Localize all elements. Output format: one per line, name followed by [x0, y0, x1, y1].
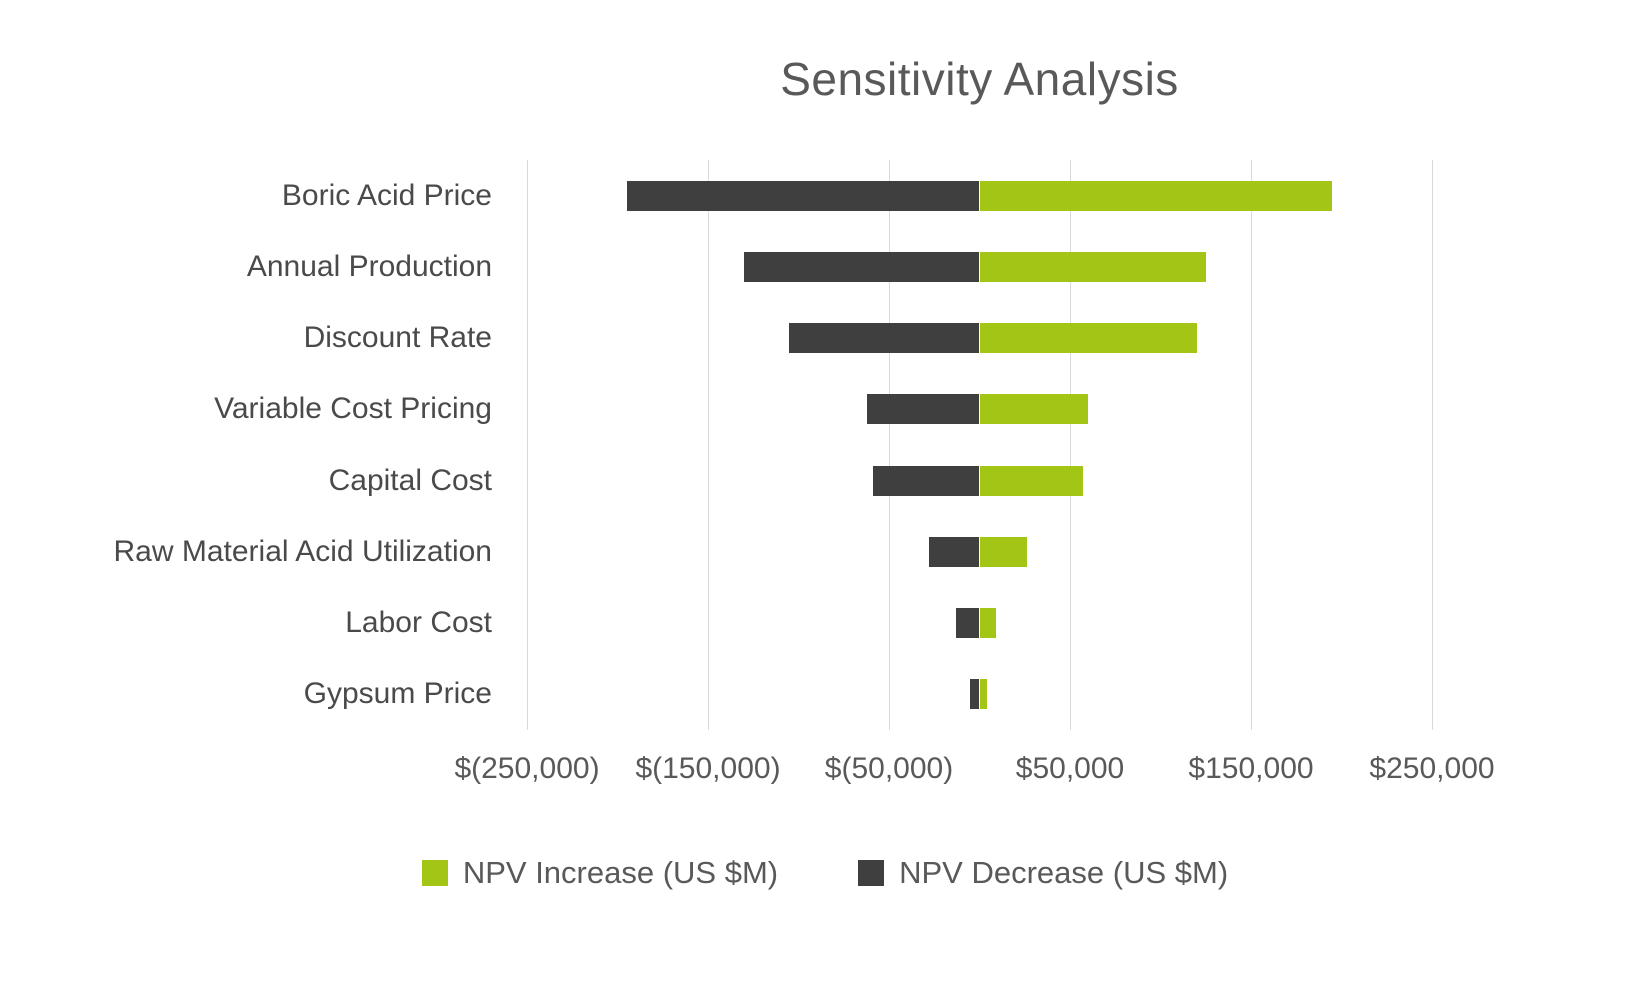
- bar-row: [527, 516, 1432, 587]
- category-label: Labor Cost: [345, 606, 492, 640]
- npv-increase-bar: [979, 679, 987, 710]
- npv-decrease-bar: [928, 536, 980, 567]
- category-label: Raw Material Acid Utilization: [113, 534, 492, 568]
- gridline: [527, 160, 528, 730]
- gridline: [889, 160, 890, 730]
- x-tick-label: $50,000: [1015, 752, 1125, 785]
- x-tick-label: $(150,000): [635, 752, 781, 785]
- category-label: Discount Rate: [303, 321, 492, 355]
- bar-row: [527, 231, 1432, 302]
- plot-area: [527, 160, 1433, 730]
- value-axis: $(250,000) $(150,000) $(50,000) $50,000 $150…: [454, 752, 1494, 796]
- x-tick-label: $250,000: [1369, 752, 1495, 785]
- npv-increase-swatch-icon: [421, 860, 448, 886]
- x-tick-label: $150,000: [1188, 752, 1314, 785]
- npv-decrease-swatch-icon: [858, 860, 885, 886]
- x-tick-label: $(250,000): [454, 752, 600, 785]
- npv-increase-bar: [979, 394, 1089, 425]
- npv-decrease-bar: [744, 251, 980, 282]
- gridline: [1251, 160, 1252, 730]
- gridline: [708, 160, 709, 730]
- gridline: [1432, 160, 1433, 730]
- bar-row: [527, 588, 1432, 659]
- category-label: Boric Acid Price: [281, 178, 492, 212]
- npv-decrease-bar: [970, 679, 980, 710]
- category-axis: Boric Acid Price Annual Production Discoun…: [0, 160, 492, 730]
- legend-label-npv-decrease: NPV Decrease (US $M): [899, 855, 1229, 890]
- npv-decrease-bar: [626, 180, 980, 211]
- npv-increase-bar: [979, 608, 996, 639]
- bar-row: [527, 374, 1432, 445]
- npv-increase-bar: [979, 323, 1197, 354]
- legend: NPV Increase (US $M) NPV Decrease (US $M…: [0, 855, 1650, 891]
- npv-increase-bar: [979, 180, 1333, 211]
- legend-item-npv-increase: NPV Increase (US $M): [421, 855, 779, 891]
- bar-row: [527, 160, 1432, 231]
- gridline: [1070, 160, 1071, 730]
- legend-label-npv-increase: NPV Increase (US $M): [462, 855, 779, 890]
- legend-item-npv-decrease: NPV Decrease (US $M): [858, 855, 1228, 891]
- category-label: Capital Cost: [328, 463, 492, 497]
- npv-decrease-bar: [955, 608, 980, 639]
- npv-decrease-bar: [867, 394, 980, 425]
- bar-row: [527, 303, 1432, 374]
- bar-row: [527, 445, 1432, 516]
- chart-title: Sensitivity Analysis: [780, 53, 1179, 105]
- bar-row: [527, 659, 1432, 730]
- category-label: Gypsum Price: [303, 677, 492, 711]
- x-tick-label: $(50,000): [824, 752, 954, 785]
- npv-increase-bar: [979, 251, 1206, 282]
- npv-increase-bar: [979, 536, 1027, 567]
- npv-decrease-bar: [872, 465, 980, 496]
- npv-decrease-bar: [789, 323, 980, 354]
- npv-increase-bar: [979, 465, 1083, 496]
- category-label: Annual Production: [246, 249, 492, 283]
- category-label: Variable Cost Pricing: [214, 392, 492, 426]
